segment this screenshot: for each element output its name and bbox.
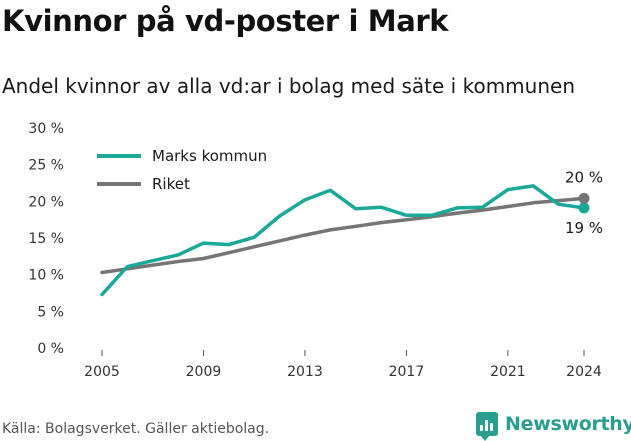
chart-subtitle: Andel kvinnor av alla vd:ar i bolag med … — [2, 74, 575, 98]
source-note: Källa: Bolagsverket. Gäller aktiebolag. — [2, 421, 270, 437]
y-axis-ticks: 0 % 5 % 10 % 15 % 20 % 25 % 30 % — [28, 121, 64, 357]
end-point-riket — [578, 192, 590, 204]
series-line-marks-kommun — [100, 184, 586, 297]
x-tick-label: 2024 — [566, 364, 602, 380]
y-tick-label: 25 % — [28, 158, 64, 174]
x-tick-label: 2009 — [186, 364, 222, 380]
end-markers: 19 % 20 % — [565, 168, 603, 237]
newsworthy-brand: Newsworthy — [476, 409, 631, 441]
y-tick-label: 10 % — [28, 268, 64, 284]
series-lines — [100, 184, 586, 297]
x-tick-label: 2013 — [287, 364, 323, 380]
end-label-riket: 20 % — [565, 168, 603, 186]
end-point-marks-kommun — [578, 202, 590, 214]
y-tick-label: 15 % — [28, 231, 64, 247]
x-tick-label: 2017 — [389, 364, 425, 380]
x-tick-label: 2021 — [490, 364, 526, 380]
y-tick-label: 20 % — [28, 194, 64, 210]
newsworthy-logo-icon — [476, 412, 498, 441]
series-line-riket — [100, 196, 586, 275]
chart-legend: Marks kommun Riket — [97, 147, 267, 193]
end-label-marks-kommun: 19 % — [565, 219, 603, 237]
x-tick-label: 2005 — [84, 364, 120, 380]
brand-name: Newsworthy — [505, 413, 631, 435]
chart-title: Kvinnor på vd-poster i Mark — [2, 4, 449, 38]
legend-label: Marks kommun — [152, 147, 267, 165]
x-axis-ticks: 2005 2009 2013 2017 2021 2024 — [84, 350, 602, 380]
y-tick-label: 5 % — [37, 304, 64, 320]
y-tick-label: 0 % — [37, 341, 64, 357]
y-tick-label: 30 % — [28, 121, 64, 137]
legend-label: Riket — [152, 175, 190, 193]
